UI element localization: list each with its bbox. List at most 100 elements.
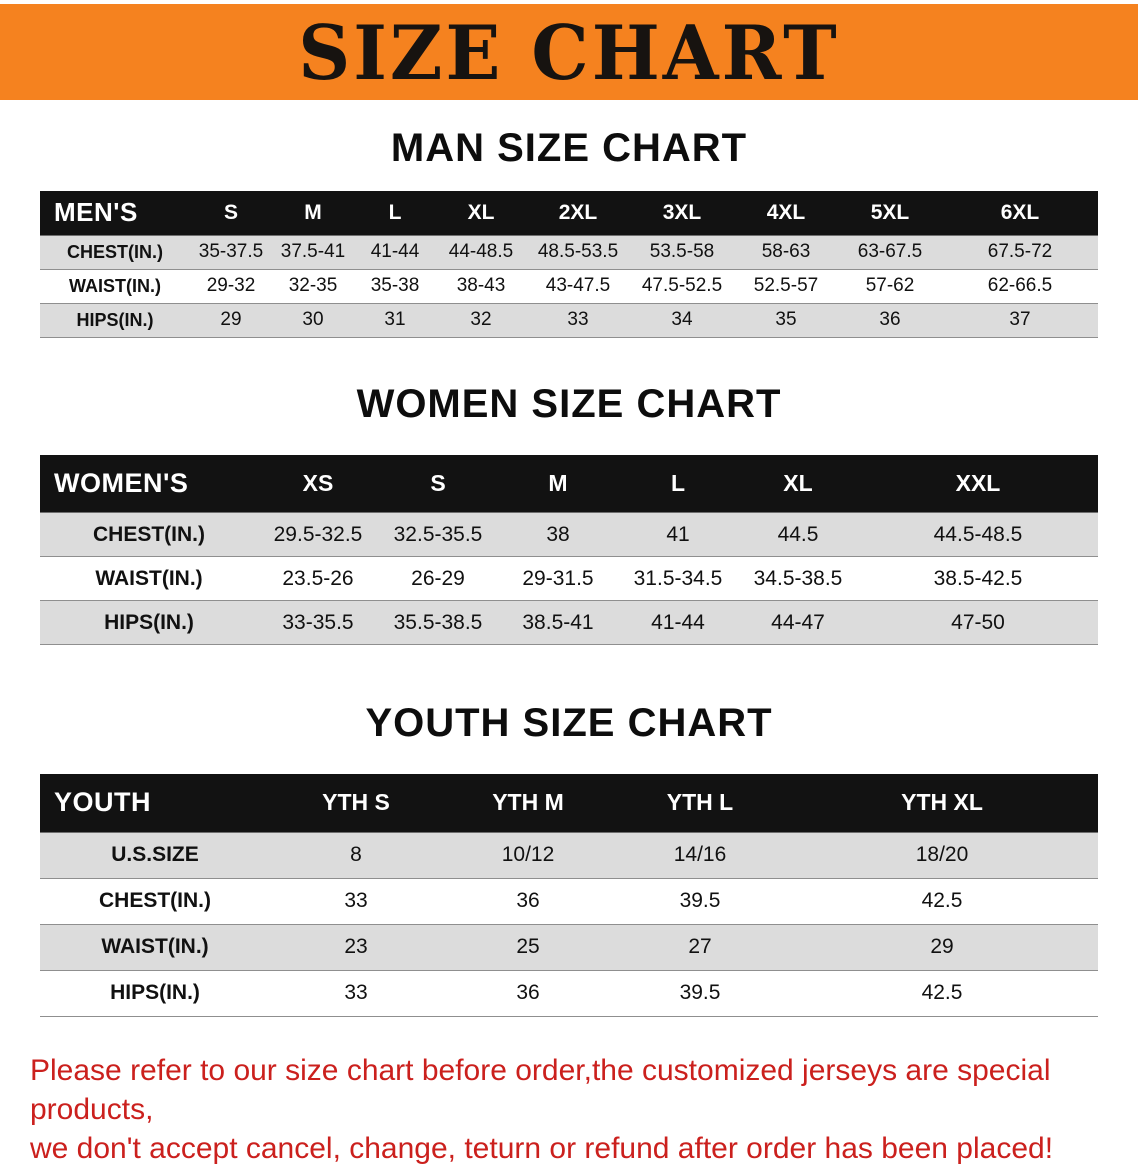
table-row: U.S.SIZE 8 10/12 14/16 18/20 <box>40 831 1098 879</box>
column-header: YTH XL <box>786 774 1098 832</box>
table-cell: 44.5 <box>738 512 858 557</box>
women-size-table: WOMEN'S XS S M L XL XXL CHEST(IN.) 29.5-32.5 32.5… <box>40 454 1098 645</box>
column-header: 3XL <box>630 191 734 235</box>
table-cell: 52.5-57 <box>734 269 838 304</box>
table-row: CHEST(IN.) 33 36 39.5 42.5 <box>40 878 1098 925</box>
table-cell: 29-31.5 <box>498 556 618 601</box>
table-cell: 36 <box>442 970 614 1017</box>
table-cell: 44.5-48.5 <box>858 512 1098 557</box>
table-cell: 47-50 <box>858 600 1098 645</box>
table-cell: 34.5-38.5 <box>738 556 858 601</box>
table-cell: 37 <box>942 303 1098 338</box>
column-header: S <box>190 191 272 235</box>
table-row: CHEST(IN.) 35-37.5 37.5-41 41-44 44-48.5 48.5… <box>40 234 1098 270</box>
table-cell: 41 <box>618 512 738 557</box>
table-cell: 42.5 <box>786 878 1098 925</box>
table-cell: 29-32 <box>190 269 272 304</box>
page-title: SIZE CHART <box>298 7 840 97</box>
table-cell: 35.5-38.5 <box>378 600 498 645</box>
row-label: CHEST(IN.) <box>40 878 270 925</box>
column-header: YTH M <box>442 774 614 832</box>
table-cell: 38.5-41 <box>498 600 618 645</box>
column-header: L <box>618 454 738 513</box>
row-label: U.S.SIZE <box>40 831 270 879</box>
column-header: 4XL <box>734 191 838 235</box>
row-label: HIPS(IN.) <box>40 970 270 1017</box>
table-cell: 38.5-42.5 <box>858 556 1098 601</box>
table-cell: 38-43 <box>436 269 526 304</box>
table-cell: 41-44 <box>618 600 738 645</box>
table-cell: 31 <box>354 303 436 338</box>
table-cell: 44-47 <box>738 600 858 645</box>
man-size-title: MAN SIZE CHART <box>390 126 748 170</box>
column-header: 2XL <box>526 191 630 235</box>
table-cell: 32 <box>436 303 526 338</box>
column-header: XS <box>258 454 378 513</box>
column-header: S <box>378 454 498 513</box>
notice-line-1: Please refer to our size chart before or… <box>30 1053 1051 1126</box>
header-row: YOUTH YTH S YTH M YTH L YTH XL <box>40 774 1098 832</box>
youth-size-section: YOUTH SIZE CHART YOUTH YTH S YTH M YTH L YTH… <box>0 701 1138 1017</box>
table-cell: 23 <box>270 924 442 971</box>
youth-size-table: YOUTH YTH S YTH M YTH L YTH XL U.S.SIZE 8 10/12… <box>40 774 1098 1017</box>
banner: SIZE CHART <box>0 4 1138 100</box>
table-row: CHEST(IN.) 29.5-32.5 32.5-35.5 38 41 44.5 44.5… <box>40 512 1098 557</box>
row-label: CHEST(IN.) <box>40 234 190 270</box>
header-row: MEN'S S M L XL 2XL 3XL 4XL 5XL 6XL <box>40 191 1098 235</box>
column-header: 6XL <box>942 191 1098 235</box>
row-label: CHEST(IN.) <box>40 512 258 557</box>
row-label: HIPS(IN.) <box>40 303 190 338</box>
column-header: L <box>354 191 436 235</box>
table-cell: 23.5-26 <box>258 556 378 601</box>
header-row: WOMEN'S XS S M L XL XXL <box>40 454 1098 513</box>
row-label: WAIST(IN.) <box>40 556 258 601</box>
youth-size-title: YOUTH SIZE CHART <box>365 701 773 745</box>
table-cell: 26-29 <box>378 556 498 601</box>
table-row: WAIST(IN.) 23 25 27 29 <box>40 924 1098 971</box>
table-row: WAIST(IN.) 23.5-26 26-29 29-31.5 31.5-34.5 34… <box>40 556 1098 601</box>
row-label: HIPS(IN.) <box>40 600 258 645</box>
table-cell: 29.5-32.5 <box>258 512 378 557</box>
table-cell: 44-48.5 <box>436 234 526 270</box>
table-cell: 39.5 <box>614 970 786 1017</box>
table-cell: 67.5-72 <box>942 234 1098 270</box>
table-cell: 10/12 <box>442 831 614 879</box>
table-cell: 42.5 <box>786 970 1098 1017</box>
column-header: XXL <box>858 454 1098 513</box>
table-cell: 63-67.5 <box>838 234 942 270</box>
table-cell: 30 <box>272 303 354 338</box>
table-corner-label: WOMEN'S <box>40 454 258 513</box>
man-size-section: MAN SIZE CHART MEN'S S M L XL 2XL 3XL 4XL 5XL 6XL… <box>0 126 1138 338</box>
women-size-section: WOMEN SIZE CHART WOMEN'S XS S M L XL XXL CHEST(… <box>0 381 1138 645</box>
table-cell: 48.5-53.5 <box>526 234 630 270</box>
row-label: WAIST(IN.) <box>40 269 190 304</box>
table-cell: 33 <box>526 303 630 338</box>
table-cell: 57-62 <box>838 269 942 304</box>
man-size-table: MEN'S S M L XL 2XL 3XL 4XL 5XL 6XL CHEST(IN.) 35-37… <box>40 191 1098 338</box>
table-cell: 34 <box>630 303 734 338</box>
women-size-title: WOMEN SIZE CHART <box>356 381 782 426</box>
table-cell: 32.5-35.5 <box>378 512 498 557</box>
notice-line-2: we don't accept cancel, change, teturn o… <box>30 1131 1054 1165</box>
table-cell: 35 <box>734 303 838 338</box>
table-cell: 36 <box>838 303 942 338</box>
table-cell: 14/16 <box>614 831 786 879</box>
table-row: WAIST(IN.) 29-32 32-35 35-38 38-43 43-47.5 47.… <box>40 269 1098 304</box>
table-cell: 58-63 <box>734 234 838 270</box>
footer-notice: Please refer to our size chart before or… <box>0 1051 1138 1168</box>
table-cell: 33 <box>270 970 442 1017</box>
table-cell: 8 <box>270 831 442 879</box>
table-cell: 31.5-34.5 <box>618 556 738 601</box>
table-cell: 29 <box>786 924 1098 971</box>
column-header: XL <box>436 191 526 235</box>
table-cell: 62-66.5 <box>942 269 1098 304</box>
table-cell: 32-35 <box>272 269 354 304</box>
table-cell: 33-35.5 <box>258 600 378 645</box>
table-cell: 53.5-58 <box>630 234 734 270</box>
table-cell: 47.5-52.5 <box>630 269 734 304</box>
column-header: M <box>498 454 618 513</box>
table-cell: 35-38 <box>354 269 436 304</box>
table-cell: 37.5-41 <box>272 234 354 270</box>
column-header: YTH L <box>614 774 786 832</box>
size-chart-page: SIZE CHART MAN SIZE CHART MEN'S S M L XL 2XL 3… <box>0 4 1138 1168</box>
